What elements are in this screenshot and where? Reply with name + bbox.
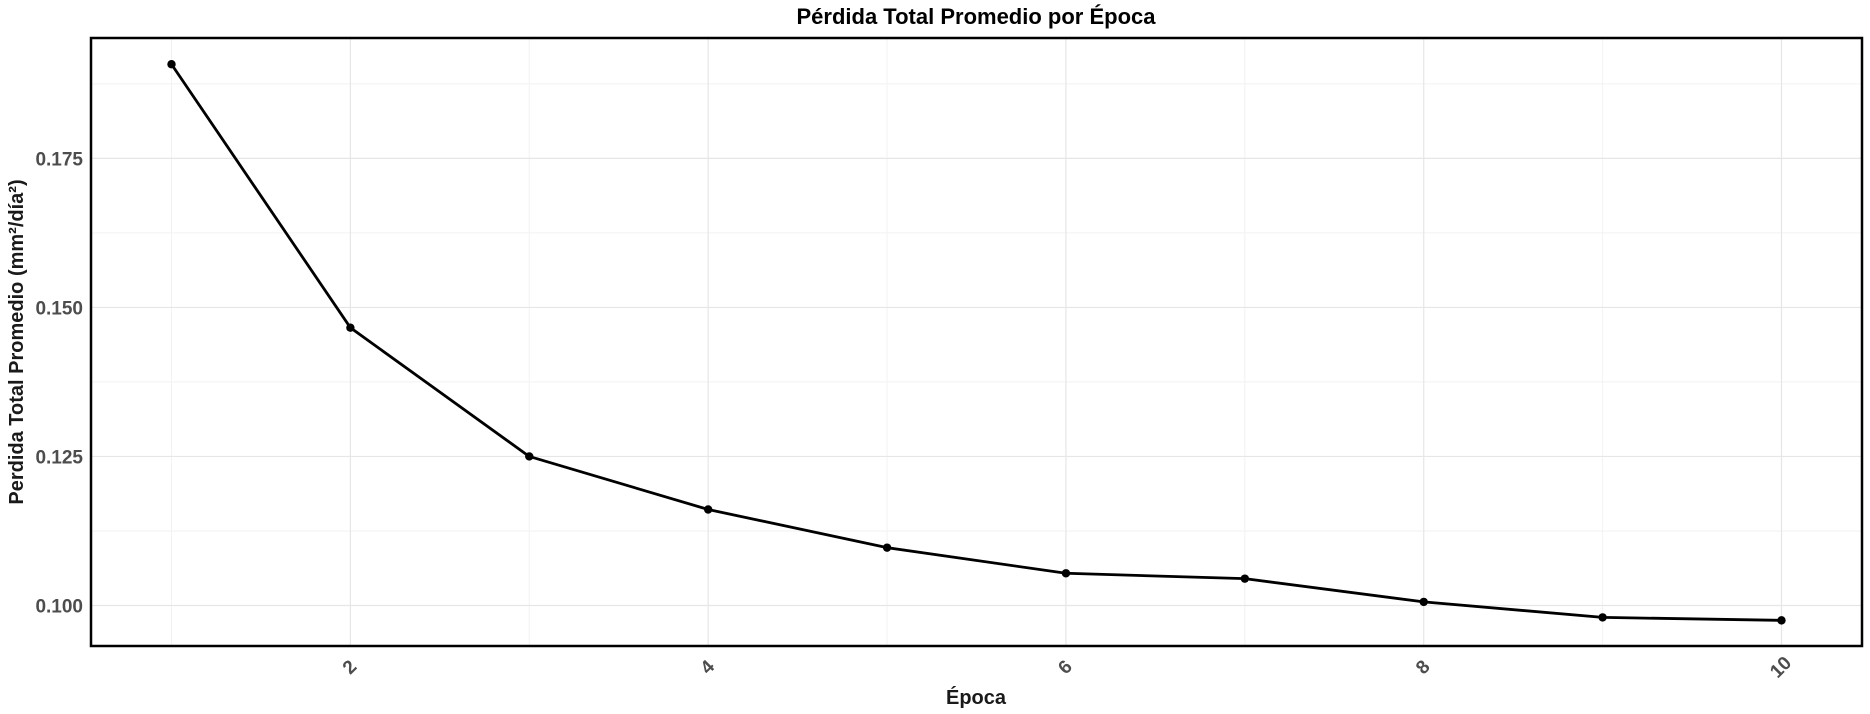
data-point xyxy=(703,505,713,514)
y-tick-label: 0.175 xyxy=(35,149,83,170)
data-point xyxy=(1240,574,1250,583)
series-line xyxy=(170,63,1782,622)
y-tick-label: 0.150 xyxy=(35,298,83,319)
x-tick-label: 8 xyxy=(1412,656,1434,678)
x-tick-label: 4 xyxy=(697,656,720,679)
grid xyxy=(91,38,1862,646)
data-point xyxy=(346,323,355,332)
y-axis-ticks: 0.100 0.125 0.150 0.175 xyxy=(35,149,83,617)
x-tick-label: 10 xyxy=(1766,653,1796,683)
data-point xyxy=(882,543,892,552)
y-tick-label: 0.125 xyxy=(35,447,83,468)
x-axis-label: Época xyxy=(946,686,1007,709)
y-tick-label: 0.100 xyxy=(35,596,83,617)
data-point xyxy=(1419,597,1428,607)
series-layer xyxy=(167,60,1786,625)
y-axis-label: Perdida Total Promedio (mm²/día²) xyxy=(6,179,28,504)
plot-frame xyxy=(89,36,1864,648)
data-point xyxy=(525,452,534,461)
data-point xyxy=(1598,613,1607,622)
data-point xyxy=(1061,569,1071,578)
x-axis-ticks: 2 4 6 8 10 xyxy=(339,653,1796,683)
data-point xyxy=(1777,616,1786,625)
data-point xyxy=(167,60,176,69)
x-tick-label: 2 xyxy=(339,656,361,678)
x-tick-label: 6 xyxy=(1054,656,1076,678)
chart-title: Pérdida Total Promedio por Época xyxy=(797,4,1157,29)
